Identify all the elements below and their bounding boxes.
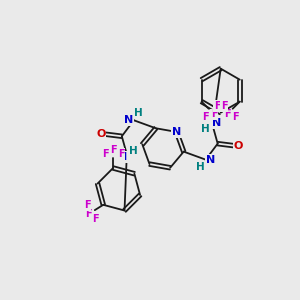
Text: F: F xyxy=(232,112,239,122)
Text: F: F xyxy=(211,110,218,119)
Text: F: F xyxy=(118,149,124,159)
Text: H: H xyxy=(196,162,205,172)
Text: F: F xyxy=(110,145,116,155)
Text: H: H xyxy=(129,146,138,156)
Text: H: H xyxy=(201,124,210,134)
Text: N: N xyxy=(172,127,181,137)
Text: N: N xyxy=(206,154,215,165)
Text: F: F xyxy=(85,209,91,219)
Text: N: N xyxy=(124,115,134,125)
Text: N: N xyxy=(212,118,221,128)
Text: F: F xyxy=(214,101,220,111)
Text: O: O xyxy=(96,129,106,139)
Text: H: H xyxy=(134,108,143,118)
Text: N: N xyxy=(118,152,128,162)
Text: F: F xyxy=(221,101,227,111)
Text: F: F xyxy=(202,112,209,122)
Text: O: O xyxy=(234,141,243,151)
Text: F: F xyxy=(102,149,108,159)
Text: F: F xyxy=(92,214,99,224)
Text: F: F xyxy=(224,110,230,119)
Text: F: F xyxy=(84,200,91,211)
